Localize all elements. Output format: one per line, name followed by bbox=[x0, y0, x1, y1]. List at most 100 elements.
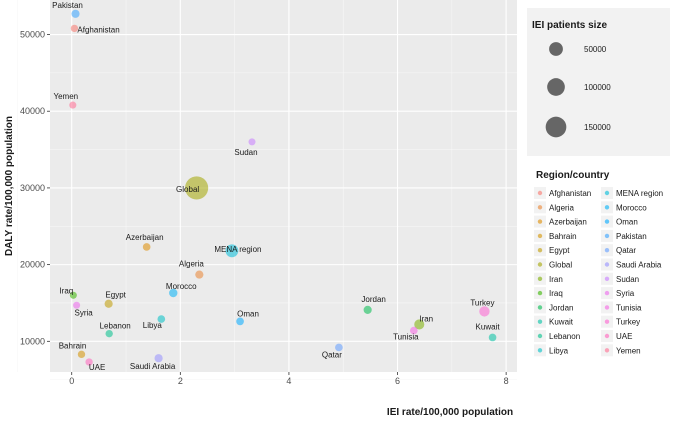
legend-key-dot bbox=[604, 290, 610, 296]
data-point bbox=[488, 333, 497, 342]
legend-key-dot bbox=[604, 319, 610, 324]
legend-key-dot bbox=[537, 262, 543, 267]
data-point bbox=[105, 329, 113, 338]
legend-entry-label: Azerbaijan bbox=[549, 218, 587, 227]
y-tick-label: 50000 bbox=[20, 30, 45, 40]
point-label: Sudan bbox=[234, 148, 257, 157]
legend-key-dot bbox=[604, 219, 610, 224]
legend-entry-label: Afghanistan bbox=[549, 189, 591, 198]
point-label: Azerbaijan bbox=[126, 233, 164, 242]
x-tick-label: 2 bbox=[178, 376, 183, 386]
legend-entry-label: Pakistan bbox=[616, 232, 647, 241]
size-legend-key bbox=[549, 42, 563, 56]
size-legend: IEI patients size 50000 100000 150000 bbox=[527, 8, 670, 156]
point-label: Iran bbox=[419, 314, 433, 323]
legend-entry-label: Iraq bbox=[549, 289, 563, 298]
legend-key-dot bbox=[604, 276, 610, 281]
point-label: Libya bbox=[143, 321, 163, 330]
legend-entry-label: Turkey bbox=[616, 318, 640, 327]
legend-key-dot bbox=[537, 305, 543, 310]
point-label: Iraq bbox=[59, 286, 73, 295]
size-legend-title: IEI patients size bbox=[532, 20, 607, 31]
data-point bbox=[248, 138, 256, 146]
legend-entry-label: Syria bbox=[616, 289, 635, 298]
data-point bbox=[185, 176, 209, 200]
legend-key-dot bbox=[537, 276, 543, 281]
y-axis-title: DALY rate/100,000 population bbox=[4, 116, 15, 256]
y-tick-label: 10000 bbox=[20, 336, 45, 346]
point-label: Algeria bbox=[179, 260, 204, 269]
legend-key-dot bbox=[604, 305, 610, 310]
point-label: Yemen bbox=[53, 92, 78, 101]
legend-key-dot bbox=[537, 290, 543, 296]
y-tick-label: 30000 bbox=[20, 183, 45, 193]
x-tick-label: 8 bbox=[504, 376, 509, 386]
legend-key-dot bbox=[537, 333, 543, 339]
size-legend-key bbox=[545, 116, 567, 138]
x-tick-label: 0 bbox=[69, 376, 74, 386]
x-tick-label: 4 bbox=[286, 376, 291, 386]
data-point bbox=[409, 326, 418, 335]
legend-key-dot bbox=[537, 233, 543, 239]
point-label: UAE bbox=[89, 363, 105, 372]
point-label: Afghanistan bbox=[77, 25, 119, 34]
grid bbox=[17, 0, 517, 380]
point-label: Syria bbox=[74, 308, 93, 317]
data-points bbox=[69, 9, 497, 366]
legend-key-dot bbox=[604, 333, 610, 339]
data-point bbox=[71, 9, 80, 18]
y-axis: 10000 20000 30000 40000 50000 bbox=[20, 30, 50, 346]
point-label: Tunisia bbox=[393, 333, 419, 342]
y-tick-label: 40000 bbox=[20, 106, 45, 116]
point-label: Lebanon bbox=[100, 322, 131, 331]
data-point bbox=[479, 306, 490, 317]
size-legend-label: 100000 bbox=[584, 83, 611, 92]
data-point bbox=[225, 244, 239, 258]
legend-key-dot bbox=[604, 248, 610, 253]
point-label: Bahrain bbox=[59, 341, 87, 350]
data-point bbox=[236, 317, 244, 326]
y-tick-label: 20000 bbox=[20, 260, 45, 270]
legend-key-dot bbox=[537, 205, 543, 210]
legend-entry-label: Bahrain bbox=[549, 232, 577, 241]
data-point bbox=[414, 319, 425, 330]
legend-entry-label: Morocco bbox=[616, 203, 647, 212]
plot-panel bbox=[50, 0, 517, 372]
legend-entry-label: Global bbox=[549, 261, 572, 270]
point-label: MENA region bbox=[214, 245, 261, 254]
legend-key-dot bbox=[537, 190, 543, 196]
data-point bbox=[104, 299, 113, 308]
legend-entry-label: Egypt bbox=[549, 246, 570, 255]
legend-entry-label: Lebanon bbox=[549, 332, 580, 341]
data-point bbox=[169, 288, 178, 298]
point-label: Morocco bbox=[166, 282, 197, 291]
legend-entry-label: Oman bbox=[616, 218, 638, 227]
size-legend-label: 50000 bbox=[584, 45, 607, 54]
x-axis-title: IEI rate/100,000 population bbox=[387, 407, 513, 418]
legend-entry-label: Yemen bbox=[616, 346, 641, 355]
point-label: Global bbox=[176, 185, 199, 194]
legend-key-dot bbox=[537, 348, 543, 353]
legend-key-dot bbox=[537, 248, 543, 253]
size-legend-key bbox=[547, 78, 565, 96]
data-point bbox=[77, 350, 86, 359]
x-axis: 0 2 4 6 8 bbox=[69, 372, 509, 386]
data-point bbox=[195, 270, 204, 279]
legend-entry-label: UAE bbox=[616, 332, 632, 341]
legend-entry-label: Iran bbox=[549, 275, 563, 284]
legend-key-dot bbox=[604, 205, 610, 210]
legend-key-dot bbox=[604, 348, 610, 353]
data-point bbox=[73, 301, 81, 309]
legend-entry-label: Sudan bbox=[616, 275, 639, 284]
legend-entry-label: Jordan bbox=[549, 303, 573, 312]
point-label: Egypt bbox=[105, 291, 126, 300]
legend-key-dot bbox=[604, 262, 610, 267]
legend-key-dot bbox=[604, 190, 610, 196]
data-point bbox=[69, 291, 77, 299]
legend-entry-label: Tunisia bbox=[616, 303, 642, 312]
legend-entry-label: MENA region bbox=[616, 189, 663, 198]
point-label: Oman bbox=[237, 309, 259, 318]
point-labels: Pakistan Afghanistan Yemen Sudan Global Azerb… bbox=[52, 1, 500, 372]
data-point bbox=[335, 343, 343, 352]
